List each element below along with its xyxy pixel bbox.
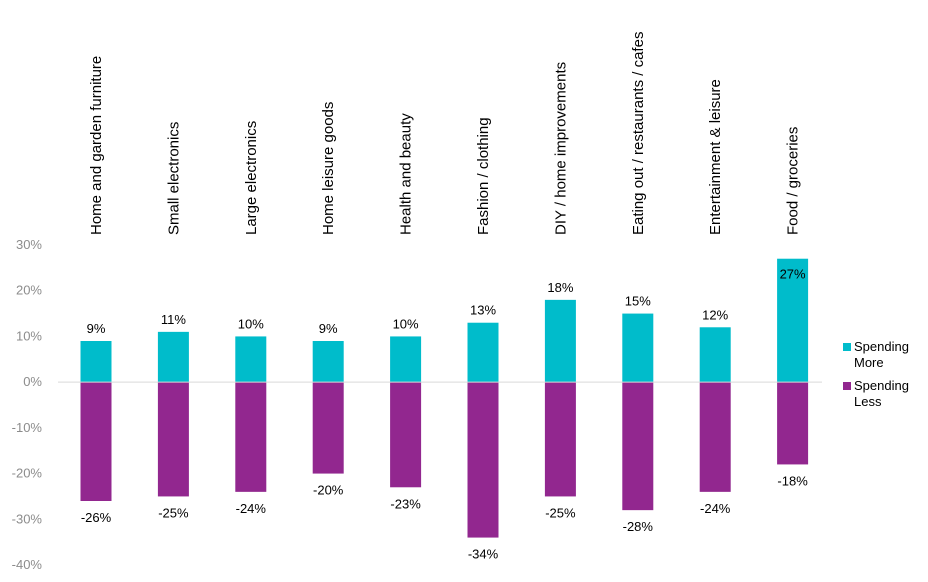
- legend-label-line: More: [854, 355, 884, 370]
- category-label: Large electronics: [243, 121, 260, 235]
- bar-spending-more: [80, 341, 112, 383]
- bar-spending-less: [544, 382, 576, 497]
- bar-spending-more: [312, 341, 344, 383]
- bar-spending-less: [777, 382, 809, 465]
- y-tick-label: -40%: [12, 557, 43, 572]
- legend-swatch: [843, 343, 851, 351]
- bar-spending-less: [235, 382, 267, 492]
- data-label-spending-less: -25%: [545, 505, 576, 520]
- category-label: Home and garden furniture: [88, 56, 105, 235]
- data-label-spending-more: 10%: [393, 316, 419, 331]
- data-label-spending-less: -28%: [623, 519, 654, 534]
- data-label-spending-less: -34%: [468, 547, 499, 562]
- y-tick-label: 0%: [23, 374, 42, 389]
- data-label-spending-more: 9%: [319, 321, 338, 336]
- category-label: Eating out / restaurants / cafes: [630, 32, 647, 235]
- y-tick-label: -30%: [12, 511, 43, 526]
- bar-spending-more: [699, 327, 731, 383]
- bar-spending-less: [312, 382, 344, 474]
- data-label-spending-more: 12%: [702, 307, 728, 322]
- data-label-spending-less: -24%: [236, 501, 267, 516]
- data-label-spending-more: 15%: [625, 294, 651, 309]
- bar-spending-less: [390, 382, 422, 488]
- bar-spending-less: [699, 382, 731, 492]
- bar-spending-more: [777, 258, 809, 383]
- bar-spending-more: [235, 336, 267, 383]
- bar-spending-more: [157, 331, 189, 383]
- legend-swatch: [843, 382, 851, 390]
- y-tick-label: 10%: [16, 328, 42, 343]
- y-tick-label: 30%: [16, 237, 42, 252]
- data-label-spending-more: 13%: [470, 303, 496, 318]
- bar-spending-more: [622, 313, 654, 383]
- category-label: DIY / home improvements: [552, 62, 569, 235]
- category-label: Health and beauty: [398, 113, 415, 235]
- legend-label-line: Spending: [854, 339, 909, 354]
- data-label-spending-more: 9%: [87, 321, 106, 336]
- bar-spending-more: [544, 299, 576, 383]
- category-label: Entertainment & leisure: [707, 79, 724, 235]
- data-label-spending-more: 27%: [780, 267, 806, 282]
- data-label-spending-less: -18%: [777, 473, 808, 488]
- bar-spending-less: [157, 382, 189, 497]
- data-label-spending-less: -25%: [158, 505, 189, 520]
- bar-spending-less: [622, 382, 654, 511]
- data-label-spending-less: -24%: [700, 501, 731, 516]
- category-label: Small electronics: [165, 122, 182, 235]
- y-tick-label: -10%: [12, 420, 43, 435]
- data-label-spending-more: 18%: [547, 280, 573, 295]
- data-label-spending-more: 10%: [238, 316, 264, 331]
- data-label-spending-less: -23%: [390, 496, 421, 511]
- category-label: Food / groceries: [785, 127, 802, 235]
- data-label-spending-less: -20%: [313, 483, 344, 498]
- category-label: Fashion / clothing: [475, 117, 492, 235]
- legend-label-line: Less: [854, 394, 882, 409]
- data-label-spending-less: -26%: [81, 510, 112, 525]
- bar-spending-less: [80, 382, 112, 501]
- legend-label-line: Spending: [854, 378, 909, 393]
- bar-spending-more: [467, 322, 499, 383]
- category-label: Home leisure goods: [320, 102, 337, 235]
- y-tick-label: -20%: [12, 466, 43, 481]
- y-tick-label: 20%: [16, 283, 42, 298]
- data-label-spending-more: 11%: [161, 312, 186, 327]
- bar-spending-less: [467, 382, 499, 538]
- bar-spending-more: [390, 336, 422, 383]
